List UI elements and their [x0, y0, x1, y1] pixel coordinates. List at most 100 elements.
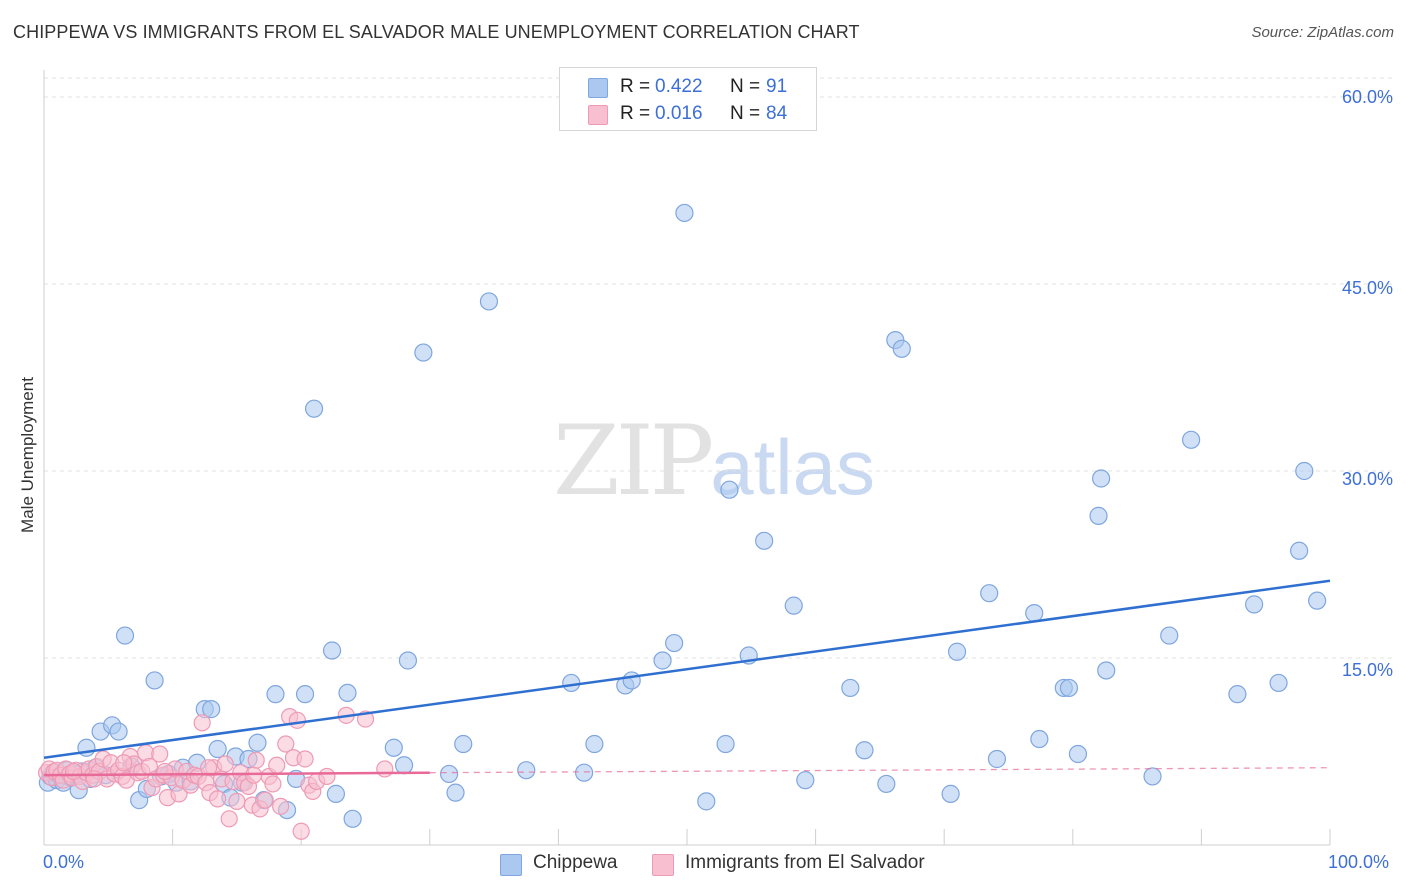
point-chippewa: [248, 733, 267, 752]
watermark-atlas: atlas: [710, 423, 875, 511]
point-chippewa: [653, 651, 672, 670]
point-chippewa: [1295, 461, 1314, 481]
point-chippewa: [855, 741, 874, 760]
point-chippewa: [1068, 744, 1088, 764]
point-chippewa: [414, 343, 433, 362]
point-chippewa: [266, 685, 285, 704]
point-chippewa: [338, 683, 357, 703]
point-chippewa: [109, 722, 128, 741]
point-chippewa: [1228, 685, 1247, 704]
point-chippewa: [1245, 595, 1264, 614]
point-chippewa: [1089, 506, 1108, 525]
point-el-salvador: [277, 735, 295, 753]
point-chippewa: [841, 678, 860, 698]
point-chippewa: [1182, 430, 1201, 449]
y-tick-label-45: 45.0%: [1341, 278, 1393, 298]
point-chippewa: [115, 626, 135, 645]
x-tick-label-0: 0.0%: [43, 852, 85, 872]
point-el-salvador: [156, 762, 174, 781]
point-chippewa: [697, 792, 716, 811]
point-el-salvador: [376, 760, 394, 778]
point-chippewa: [1091, 469, 1111, 488]
point-el-salvador: [264, 775, 282, 793]
point-el-salvador: [64, 762, 83, 781]
point-chippewa: [208, 739, 227, 759]
point-chippewa: [720, 480, 739, 499]
point-el-salvador: [193, 714, 211, 732]
legend-swatch-el-salvador: [588, 105, 608, 125]
point-chippewa: [665, 633, 684, 653]
point-chippewa: [562, 673, 581, 693]
point-chippewa: [1025, 604, 1044, 623]
point-chippewa: [1269, 673, 1288, 693]
point-el-salvador: [200, 759, 218, 777]
point-el-salvador: [115, 754, 133, 772]
point-chippewa: [585, 734, 604, 754]
point-chippewa: [479, 292, 499, 311]
point-chippewa: [877, 774, 896, 794]
trendline-el-salvador: [43, 771, 430, 777]
series-swatch-chippewa: [500, 854, 522, 876]
point-chippewa: [892, 339, 911, 358]
series-swatch-el-salvador: [652, 854, 674, 876]
point-chippewa: [398, 651, 418, 670]
watermark-zip: ZIP: [553, 405, 714, 517]
legend-r-label: R =: [620, 76, 651, 97]
point-chippewa: [295, 685, 315, 704]
chart-title: CHIPPEWA VS IMMIGRANTS FROM EL SALVADOR …: [13, 22, 860, 42]
point-chippewa: [716, 734, 735, 754]
point-chippewa: [517, 761, 536, 780]
point-chippewa: [454, 734, 473, 754]
series-label-chippewa: Chippewa: [533, 852, 618, 873]
point-chippewa: [343, 809, 362, 828]
y-tick-label-30: 30.0%: [1341, 469, 1393, 489]
point-chippewa: [796, 771, 815, 790]
correlation-legend: R = 0.422 N = 91 R = 0.016 N = 84: [559, 67, 817, 131]
legend-swatch-chippewa: [588, 78, 608, 98]
point-el-salvador: [85, 770, 103, 788]
legend-row-el-salvador: R = 0.016 N = 84: [560, 102, 816, 128]
source-label: Source: ZipAtlas.com: [1251, 24, 1394, 41]
legend-r-value: 0.422: [655, 76, 703, 97]
point-el-salvador: [256, 791, 274, 809]
point-chippewa: [1059, 678, 1079, 698]
point-chippewa: [947, 642, 967, 661]
point-el-salvador: [288, 711, 306, 729]
point-chippewa: [622, 671, 641, 690]
point-chippewa: [1097, 661, 1116, 680]
trendline-extension-el-salvador: [429, 767, 1331, 774]
point-chippewa: [394, 756, 414, 775]
point-el-salvador: [272, 797, 290, 815]
point-el-salvador: [245, 766, 263, 784]
series-label-el-salvador: Immigrants from El Salvador: [685, 852, 925, 873]
point-chippewa: [675, 203, 694, 223]
point-chippewa: [941, 784, 960, 803]
point-chippewa: [784, 596, 803, 615]
legend-n-value: 84: [766, 103, 788, 124]
legend-n-label: N =: [730, 76, 761, 97]
point-el-salvador: [247, 751, 265, 769]
point-chippewa: [1290, 541, 1309, 560]
point-chippewa: [326, 784, 346, 803]
y-tick-label-60: 60.0%: [1341, 87, 1393, 107]
point-chippewa: [1143, 767, 1162, 786]
trendline-chippewa: [43, 579, 1331, 759]
point-chippewa: [755, 531, 774, 550]
point-chippewa: [446, 783, 465, 802]
point-el-salvador: [209, 790, 227, 808]
point-chippewa: [1030, 729, 1049, 749]
x-tick-label-100: 100.0%: [1328, 852, 1390, 872]
legend-row-chippewa: R = 0.422 N = 91: [560, 75, 816, 101]
point-el-salvador: [318, 767, 336, 786]
point-chippewa: [1308, 591, 1327, 610]
point-el-salvador: [216, 755, 234, 773]
point-el-salvador: [151, 745, 169, 763]
point-el-salvador: [292, 822, 310, 840]
point-chippewa: [145, 671, 164, 690]
point-el-salvador: [296, 750, 314, 768]
point-chippewa: [322, 641, 342, 660]
legend-r-value: 0.016: [655, 103, 703, 124]
point-chippewa: [384, 738, 403, 757]
point-el-salvador: [220, 810, 238, 828]
